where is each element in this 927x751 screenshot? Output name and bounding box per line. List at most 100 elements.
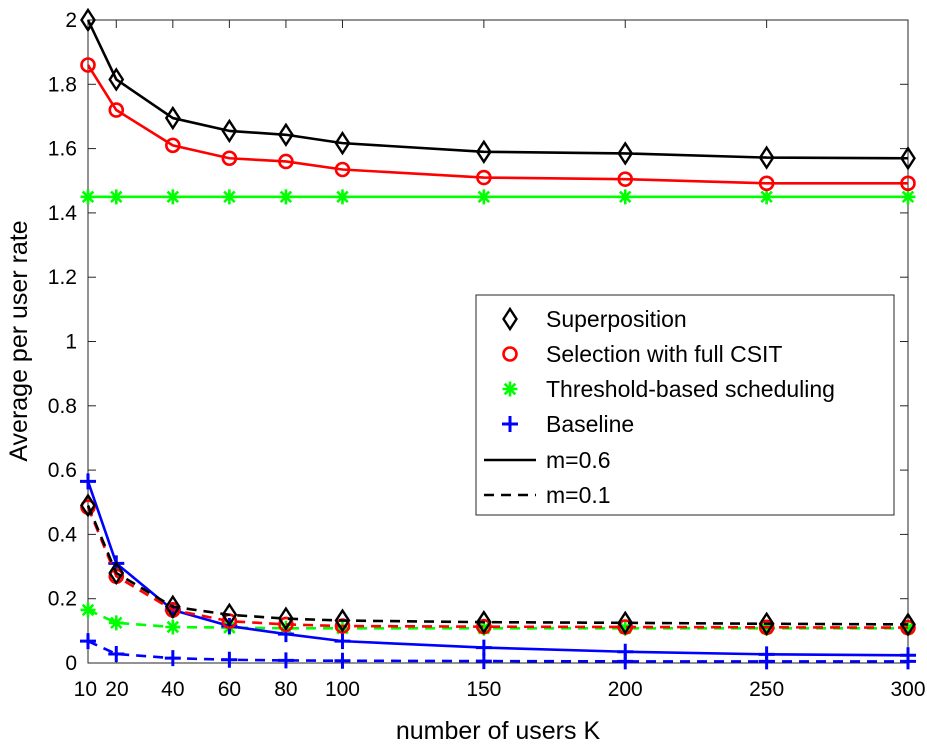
series-superposition-m01: [80, 493, 916, 637]
data-point: [80, 7, 96, 33]
data-point: [164, 594, 181, 619]
x-tick-label: 20: [105, 678, 128, 701]
x-axis-label: number of users K: [396, 717, 601, 745]
x-tick-label: 60: [218, 678, 241, 701]
data-point: [334, 608, 351, 633]
x-tick-label: 300: [890, 678, 925, 701]
data-point: [617, 171, 634, 187]
data-point: [164, 650, 181, 667]
data-point: [334, 652, 351, 669]
legend-marker-circle: [502, 346, 518, 362]
x-tick-label: 10: [74, 678, 97, 701]
legend-label: m=0.6: [546, 447, 611, 473]
x-tick-label: 80: [274, 678, 297, 701]
data-point: [334, 189, 350, 205]
data-point: [759, 189, 775, 205]
data-point: [334, 161, 351, 178]
y-tick-label: 1.4: [48, 202, 78, 225]
series-baseline-m01: [80, 633, 916, 670]
x-tick-label: 40: [161, 678, 184, 701]
series-line: [87, 608, 908, 630]
data-point: [221, 189, 237, 205]
data-point: [80, 633, 96, 650]
data-point: [617, 141, 634, 166]
data-point: [758, 175, 775, 192]
legend-label: m=0.1: [546, 482, 611, 508]
series-layer: [80, 7, 916, 670]
series-line: [86, 480, 909, 657]
y-tick-label: 0.2: [48, 588, 77, 611]
series-threshold-based-scheduling-m06: [80, 189, 916, 205]
legend-box: [475, 294, 895, 516]
series-line: [86, 504, 909, 626]
x-tick-label: 200: [608, 678, 643, 701]
data-point: [617, 610, 634, 636]
data-point: [80, 493, 96, 518]
data-point: [221, 118, 238, 144]
y-tick-label: 1.6: [48, 138, 77, 161]
data-point: [221, 651, 238, 668]
data-point: [900, 146, 916, 171]
x-tick-label: 250: [749, 678, 784, 701]
y-tick-label: 0.4: [48, 523, 78, 546]
y-axis-label: Average per user rate: [5, 220, 33, 461]
data-point: [476, 189, 492, 205]
data-point: [108, 102, 125, 118]
data-point: [108, 560, 125, 586]
y-tick-label: 0.8: [48, 395, 77, 418]
data-point: [164, 105, 181, 131]
y-tick-label: 1.8: [48, 73, 77, 96]
legend-label: Selection with full CSIT: [546, 341, 782, 367]
data-point: [221, 150, 238, 167]
data-point: [617, 653, 634, 670]
data-point: [165, 619, 181, 635]
data-point: [277, 652, 294, 669]
data-point: [278, 153, 294, 170]
data-point: [108, 615, 124, 631]
series-line: [86, 506, 909, 629]
legend: Superposition Selection with full CSIT Thr…: [475, 294, 895, 516]
y-tick-label: 0: [65, 652, 77, 675]
legend-marker-plus: [502, 416, 518, 432]
data-point: [334, 633, 351, 650]
data-point: [278, 189, 294, 205]
data-point: [277, 606, 294, 631]
data-point: [278, 616, 294, 633]
data-point: [80, 602, 96, 618]
data-point: [108, 189, 124, 205]
x-tick-label: 100: [325, 678, 360, 701]
data-point: [475, 639, 492, 656]
data-point: [475, 609, 492, 635]
data-point: [900, 189, 916, 205]
data-point: [165, 189, 181, 205]
series-superposition-m06: [80, 7, 916, 171]
x-tick-label: 150: [466, 678, 501, 701]
data-point: [758, 145, 775, 170]
series-line: [86, 64, 908, 185]
legend-marker-asterisk: [502, 381, 518, 397]
series-line: [87, 639, 908, 663]
data-point: [900, 653, 916, 670]
data-point: [80, 189, 96, 205]
data-point: [476, 169, 492, 186]
axis-ticks: 0 0.2 0.4 0.6 0.8 1 1.2 1.4 1.6 1.8 2 10 20 40 60 80 100…: [48, 9, 926, 701]
data-point: [475, 139, 492, 165]
data-point: [900, 175, 916, 192]
legend-marker-diamond: [502, 306, 518, 332]
data-point: [165, 137, 181, 154]
data-point: [334, 130, 351, 156]
data-point: [900, 620, 916, 636]
data-point: [108, 67, 125, 92]
legend-label: Superposition: [546, 306, 687, 332]
data-point: [617, 620, 633, 636]
y-tick-label: 0.6: [48, 459, 77, 482]
y-tick-label: 2: [65, 9, 77, 32]
data-point: [80, 473, 96, 490]
data-point: [476, 620, 492, 636]
legend-label: Baseline: [546, 411, 634, 437]
data-point: [758, 653, 775, 670]
data-point: [80, 57, 96, 73]
series-line: [86, 19, 909, 160]
data-point: [334, 620, 350, 636]
